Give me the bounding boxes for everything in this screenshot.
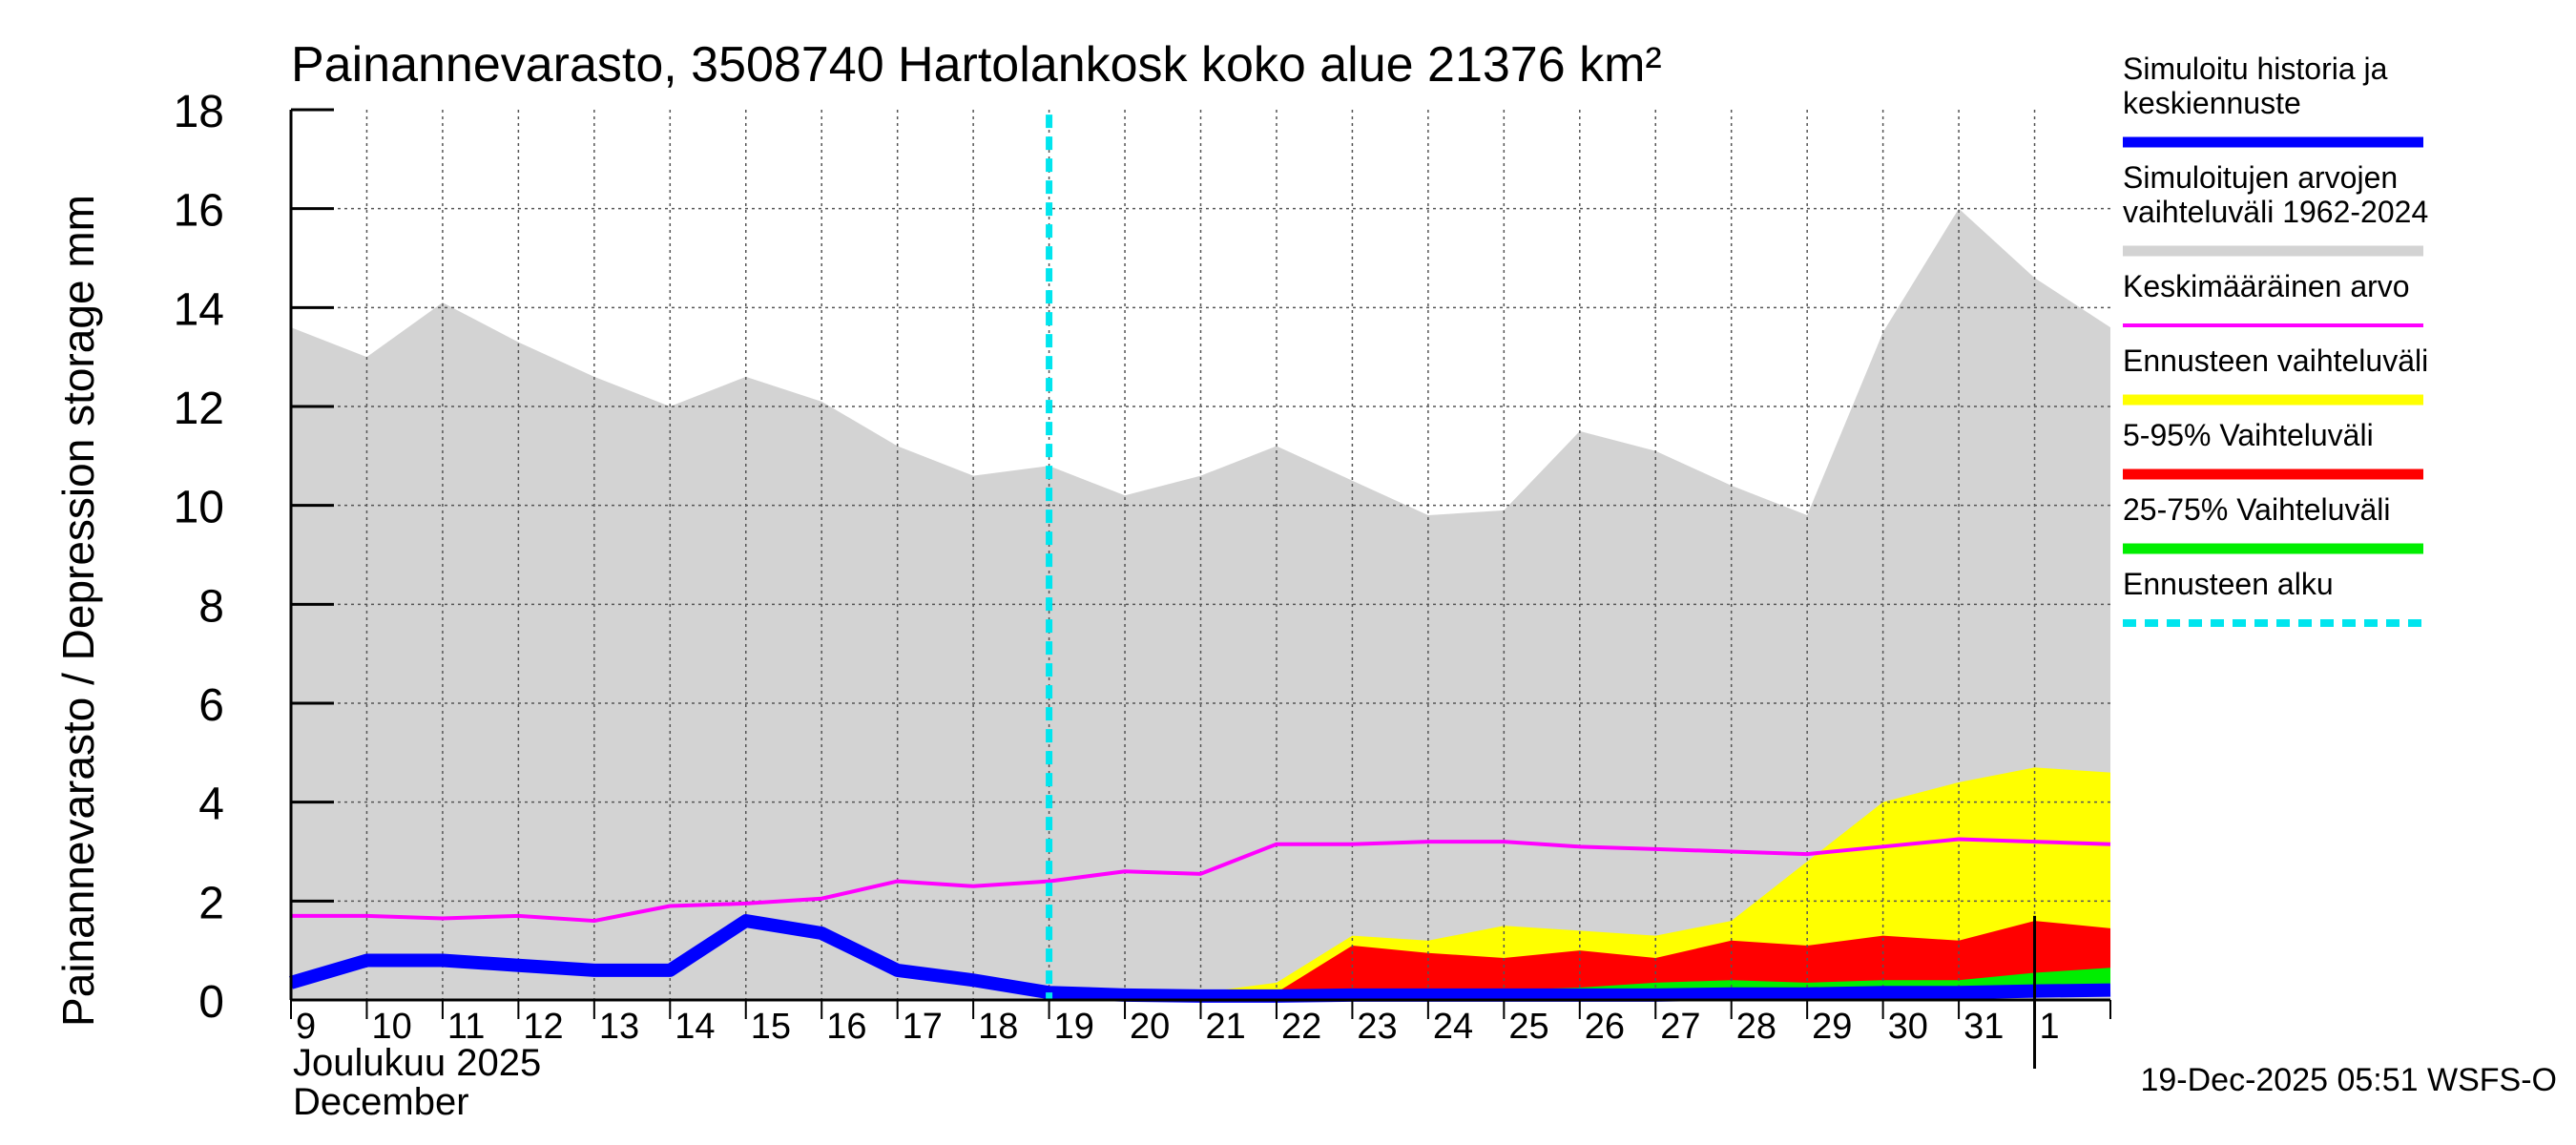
legend-entry-ennusteen-vaihteluv-li: Ennusteen vaihteluväli (2123, 344, 2428, 406)
x-tick-label: 17 (903, 1007, 943, 1047)
legend-label: Ennusteen alku (2123, 567, 2334, 601)
y-tick-label: 2 (198, 878, 224, 928)
x-tick-label: 15 (751, 1007, 791, 1047)
legend-label: Keskimääräinen arvo (2123, 269, 2410, 303)
legend-entry-ennusteen-alku: Ennusteen alku (2123, 567, 2423, 627)
x-tick-label: 9 (296, 1007, 316, 1047)
y-tick-label: 14 (174, 284, 224, 335)
x-tick-label: 16 (826, 1007, 866, 1047)
x-tick-label: 31 (1963, 1007, 2004, 1047)
x-tick-label: 23 (1357, 1007, 1397, 1047)
x-tick-label: 11 (447, 1007, 485, 1047)
legend-entry-5-95-vaihteluv-li: 5-95% Vaihteluväli (2123, 418, 2423, 480)
legend-label: keskiennuste (2123, 86, 2301, 120)
legend-label: Ennusteen vaihteluväli (2123, 344, 2428, 378)
month-label-fi: Joulukuu 2025 (293, 1042, 541, 1084)
y-tick-label: 10 (174, 483, 224, 533)
legend-label: Simuloitu historia ja (2123, 52, 2388, 86)
y-tick-label: 8 (198, 581, 224, 632)
x-tick-label: 20 (1130, 1007, 1170, 1047)
legend-label: 25-75% Vaihteluväli (2123, 492, 2390, 527)
legend-label: 5-95% Vaihteluväli (2123, 418, 2374, 452)
y-tick-label: 6 (198, 680, 224, 731)
x-tick-label: 1 (2040, 1007, 2060, 1047)
x-tick-label: 19 (1054, 1007, 1094, 1047)
y-tick-label: 12 (174, 384, 224, 434)
x-tick-label: 29 (1812, 1007, 1852, 1047)
legend-entry-keskim-r-inen-arvo: Keskimääräinen arvo (2123, 269, 2423, 327)
x-tick-label: 14 (675, 1007, 715, 1047)
y-tick-label: 4 (198, 780, 224, 830)
x-tick-label: 30 (1888, 1007, 1928, 1047)
legend: Simuloitu historia jakeskiennusteSimuloi… (2123, 52, 2428, 627)
timestamp-footer: 19-Dec-2025 05:51 WSFS-O (2140, 1062, 2557, 1098)
x-tick-label: 27 (1660, 1007, 1700, 1047)
x-tick-label: 26 (1585, 1007, 1625, 1047)
x-tick-label: 22 (1281, 1007, 1321, 1047)
legend-label: vaihteluväli 1962-2024 (2123, 195, 2428, 229)
y-tick-label: 0 (198, 977, 224, 1028)
x-tick-label: 12 (523, 1007, 563, 1047)
x-tick-label: 28 (1736, 1007, 1776, 1047)
legend-label: Simuloitujen arvojen (2123, 160, 2398, 195)
y-tick-label: 18 (174, 87, 224, 137)
x-tick-label: 21 (1206, 1007, 1246, 1047)
month-label-en: December (293, 1081, 469, 1123)
band-5-95-vaihteluv-li (1276, 921, 2110, 995)
x-tick-label: 18 (978, 1007, 1018, 1047)
x-tick-label: 25 (1508, 1007, 1548, 1047)
x-tick-label: 24 (1433, 1007, 1473, 1047)
chart-title: Painannevarasto, 3508740 Hartolankosk ko… (291, 37, 1662, 93)
y-tick-label: 16 (174, 186, 224, 237)
line-simuloitu-historia-ja-keskiennuste (289, 914, 2111, 1003)
line-keskim-r-inen-arvo (291, 837, 2111, 924)
legend-entry-25-75-vaihteluv-li: 25-75% Vaihteluväli (2123, 492, 2423, 554)
y-axis-label: Painannevarasto / Depression storage mm (53, 195, 103, 1027)
x-tick-label: 10 (371, 1007, 411, 1047)
line-layer (289, 114, 2111, 1003)
x-tick-label: 13 (599, 1007, 639, 1047)
